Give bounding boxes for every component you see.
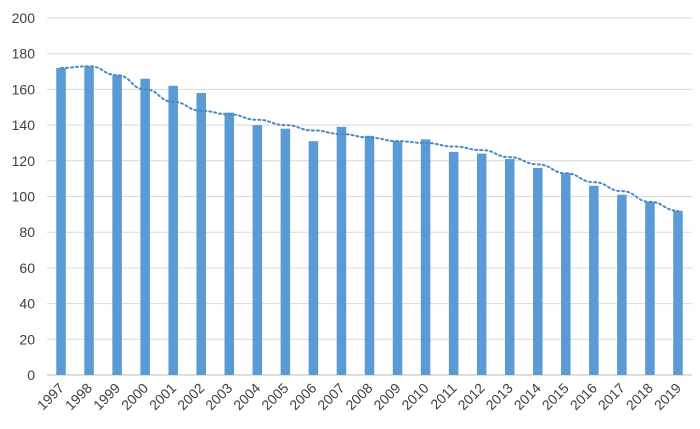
x-axis-ticks: 1997199819992000200120022003200420052006… <box>34 380 684 413</box>
bar-2018 <box>645 201 655 375</box>
y-tick-label: 140 <box>12 117 36 133</box>
bar-2006 <box>308 141 319 375</box>
bar-2019 <box>673 210 683 375</box>
y-axis-ticks: 0 20 40 60 80 100 120 140 160 180 200 <box>12 10 36 383</box>
bar-2000 <box>140 78 150 375</box>
y-tick-label: 40 <box>19 296 35 312</box>
x-tick-label: 2013 <box>482 380 515 413</box>
bar-2005 <box>280 128 291 375</box>
y-tick-label: 160 <box>12 81 36 97</box>
x-tick-label: 2007 <box>314 380 347 413</box>
x-tick-label: 2004 <box>230 380 263 413</box>
y-tick-label: 200 <box>12 10 36 26</box>
bars <box>56 66 683 376</box>
x-tick-label: 2012 <box>454 380 487 413</box>
bar-2011 <box>448 151 459 375</box>
bar-2010 <box>420 139 431 375</box>
y-tick-label: 20 <box>19 331 35 347</box>
y-tick-label: 100 <box>12 189 36 205</box>
bar-1998 <box>84 66 94 375</box>
bar-2004 <box>252 125 263 375</box>
bar-2013 <box>504 159 515 375</box>
bar-1999 <box>112 75 122 376</box>
x-tick-label: 2017 <box>595 380 628 413</box>
y-tick-label: 0 <box>27 367 35 383</box>
bar-2012 <box>476 153 487 375</box>
x-tick-label: 2011 <box>427 380 460 413</box>
x-tick-label: 1998 <box>62 380 95 413</box>
bar-2016 <box>589 185 599 375</box>
x-tick-label: 1997 <box>34 380 67 413</box>
bar-2001 <box>168 85 178 375</box>
x-tick-label: 2010 <box>398 380 431 413</box>
x-tick-label: 2002 <box>174 380 207 413</box>
x-tick-label: 2019 <box>651 380 684 413</box>
bar-2015 <box>561 173 571 375</box>
trendline <box>60 65 679 212</box>
y-tick-label: 120 <box>12 153 36 169</box>
x-tick-label: 2005 <box>258 380 291 413</box>
bar-1997 <box>56 67 66 375</box>
x-tick-label: 2000 <box>118 380 151 413</box>
bar-2009 <box>392 141 403 375</box>
x-tick-label: 2003 <box>202 380 235 413</box>
x-tick-label: 2001 <box>146 380 179 413</box>
x-tick-label: 2008 <box>342 380 375 413</box>
bar-2002 <box>196 92 207 375</box>
x-tick-label: 2015 <box>539 380 572 413</box>
y-tick-label: 60 <box>19 260 35 276</box>
bar-2003 <box>224 112 235 375</box>
x-tick-label: 2018 <box>623 380 656 413</box>
y-tick-label: 180 <box>12 46 36 62</box>
x-tick-label: 2009 <box>370 380 403 413</box>
bar-2017 <box>617 194 627 375</box>
x-tick-label: 2006 <box>286 380 319 413</box>
y-tick-label: 80 <box>19 224 35 240</box>
x-tick-label: 2014 <box>511 380 544 413</box>
x-tick-label: 1999 <box>90 380 123 413</box>
bar-2008 <box>364 135 375 375</box>
x-tick-label: 2016 <box>567 380 600 413</box>
bar-2014 <box>532 167 543 375</box>
bar-2007 <box>336 126 347 375</box>
